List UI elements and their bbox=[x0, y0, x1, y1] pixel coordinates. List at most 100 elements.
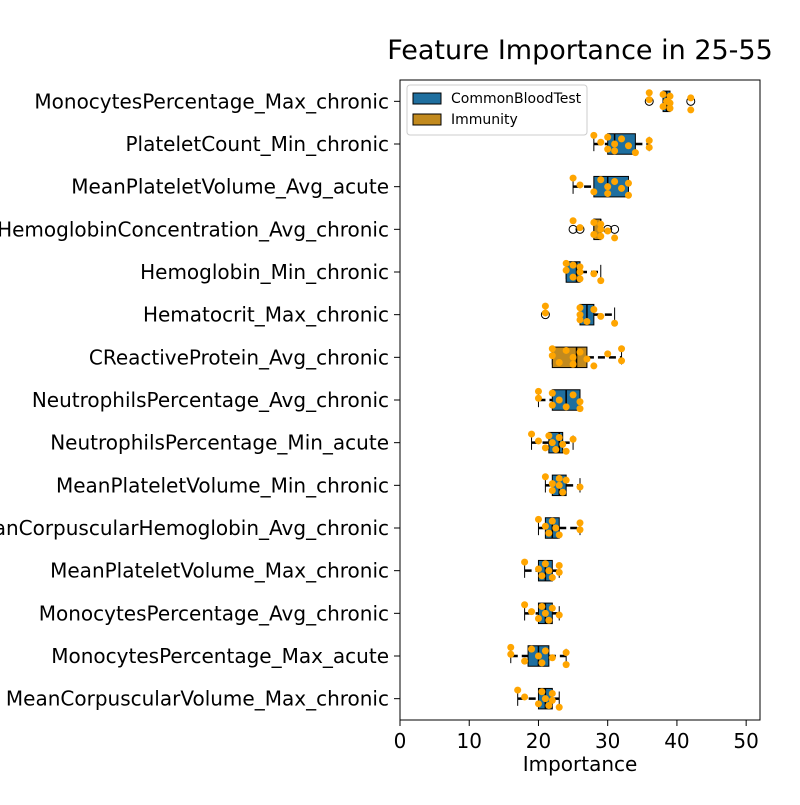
feature-label-hemoglobinconcentration-avg-chronic: HemoglobinConcentration_Avg_chronic bbox=[0, 217, 389, 241]
point-hemoglobinconcentration-avg-chronic-2 bbox=[590, 230, 598, 238]
point-meanplateletvolume-max-chronic-2 bbox=[538, 572, 546, 580]
point-meancorpuscularhemoglobin-avg-chronic-4 bbox=[552, 524, 560, 532]
point-meanplateletvolume-avg-acute-5 bbox=[604, 190, 612, 198]
point-meanplateletvolume-min-chronic-2 bbox=[548, 486, 556, 494]
feature-label-monocytespercentage-avg-chronic: MonocytesPercentage_Avg_chronic bbox=[39, 601, 389, 625]
point-plateletcount-min-chronic-8 bbox=[631, 149, 639, 157]
point-monocytespercentage-max-chronic-2 bbox=[659, 102, 667, 110]
point-meanplateletvolume-min-chronic-3 bbox=[555, 474, 563, 482]
point-meanplateletvolume-min-chronic-4 bbox=[555, 481, 563, 489]
point-monocytespercentage-max-acute-8 bbox=[562, 661, 570, 669]
point-neutrophilspercentage-avg-chronic-7 bbox=[576, 398, 584, 406]
point-monocytespercentage-max-acute-3 bbox=[528, 645, 536, 653]
point-monocytespercentage-max-chronic-1 bbox=[645, 96, 653, 104]
feature-label-plateletcount-min-chronic: PlateletCount_Min_chronic bbox=[125, 132, 389, 156]
point-hemoglobinconcentration-avg-chronic-1 bbox=[576, 224, 584, 232]
point-neutrophilspercentage-min-acute-5 bbox=[552, 446, 560, 454]
point-hematocrit-max-chronic-8 bbox=[611, 319, 619, 327]
point-hemoglobinconcentration-avg-chronic-8 bbox=[611, 234, 619, 242]
point-meancorpuscularvolume-max-chronic-3 bbox=[538, 688, 546, 696]
point-neutrophilspercentage-min-acute-1 bbox=[534, 437, 542, 445]
point-meanplateletvolume-avg-acute-1 bbox=[576, 181, 584, 189]
point-meancorpuscularvolume-max-chronic-8 bbox=[555, 703, 563, 711]
point-meanplateletvolume-min-chronic-0 bbox=[541, 473, 549, 481]
x-tick-label-10: 10 bbox=[457, 729, 482, 753]
point-plateletcount-min-chronic-0 bbox=[590, 131, 598, 139]
point-meancorpuscularhemoglobin-avg-chronic-2 bbox=[545, 529, 553, 537]
point-monocytespercentage-max-acute-5 bbox=[538, 659, 546, 667]
point-meanplateletvolume-max-chronic-6 bbox=[555, 562, 563, 570]
point-monocytespercentage-max-acute-0 bbox=[507, 643, 515, 651]
point-creactiveprotein-avg-chronic-10 bbox=[618, 357, 626, 365]
point-hemoglobin-min-chronic-2 bbox=[569, 273, 577, 281]
point-meanplateletvolume-avg-acute-2 bbox=[590, 188, 598, 196]
point-meancorpuscularvolume-max-chronic-1 bbox=[521, 693, 529, 701]
point-meanplateletvolume-max-chronic-5 bbox=[548, 574, 556, 582]
point-monocytespercentage-max-chronic-3 bbox=[659, 90, 667, 98]
point-meanplateletvolume-min-chronic-5 bbox=[559, 488, 567, 496]
point-neutrophilspercentage-min-acute-3 bbox=[545, 432, 553, 440]
point-meancorpuscularhemoglobin-avg-chronic-0 bbox=[534, 515, 542, 523]
point-meancorpuscularhemoglobin-avg-chronic-7 bbox=[576, 526, 584, 534]
point-hemoglobin-min-chronic-3 bbox=[569, 261, 577, 269]
point-neutrophilspercentage-avg-chronic-3 bbox=[548, 389, 556, 397]
point-hemoglobinconcentration-avg-chronic-7 bbox=[604, 227, 612, 235]
point-meancorpuscularhemoglobin-avg-chronic-5 bbox=[555, 531, 563, 539]
point-monocytespercentage-max-chronic-5 bbox=[666, 104, 674, 112]
point-plateletcount-min-chronic-9 bbox=[645, 137, 653, 145]
point-meanplateletvolume-min-chronic-7 bbox=[576, 483, 584, 491]
chart-title: Feature Importance in 25-55 bbox=[387, 35, 773, 66]
point-meancorpuscularhemoglobin-avg-chronic-6 bbox=[576, 519, 584, 527]
point-monocytespercentage-max-chronic-0 bbox=[645, 89, 653, 97]
point-monocytespercentage-max-acute-7 bbox=[548, 654, 556, 662]
point-meanplateletvolume-avg-acute-4 bbox=[604, 183, 612, 191]
point-plateletcount-min-chronic-1 bbox=[597, 138, 605, 146]
point-meanplateletvolume-max-chronic-1 bbox=[534, 565, 542, 573]
point-creactiveprotein-avg-chronic-0 bbox=[548, 345, 556, 353]
point-creactiveprotein-avg-chronic-5 bbox=[569, 360, 577, 368]
point-meancorpuscularhemoglobin-avg-chronic-3 bbox=[548, 517, 556, 525]
point-creactiveprotein-avg-chronic-2 bbox=[555, 358, 563, 366]
point-hemoglobin-min-chronic-8 bbox=[597, 277, 605, 285]
x-axis-title: Importance bbox=[523, 752, 638, 776]
point-monocytespercentage-max-chronic-7 bbox=[666, 99, 674, 107]
point-meanplateletvolume-min-chronic-6 bbox=[562, 476, 570, 484]
point-monocytespercentage-max-acute-2 bbox=[521, 657, 529, 665]
x-tick-label-20: 20 bbox=[526, 729, 551, 753]
point-hemoglobinconcentration-avg-chronic-4 bbox=[597, 225, 605, 233]
feature-label-meancorpuscularhemoglobin-avg-chronic: MeanCorpuscularHemoglobin_Avg_chronic bbox=[0, 516, 389, 540]
legend-swatch-commonbloodtest bbox=[412, 92, 442, 105]
legend: CommonBloodTest Immunity bbox=[406, 84, 588, 136]
point-meancorpuscularvolume-max-chronic-6 bbox=[548, 690, 556, 698]
point-hematocrit-max-chronic-3 bbox=[576, 304, 584, 312]
point-hematocrit-max-chronic-7 bbox=[597, 312, 605, 320]
x-tick-label-40: 40 bbox=[664, 729, 689, 753]
legend-swatch-immunity bbox=[412, 113, 442, 126]
point-neutrophilspercentage-avg-chronic-6 bbox=[569, 391, 577, 399]
point-hematocrit-max-chronic-6 bbox=[590, 306, 598, 314]
point-meanplateletvolume-max-chronic-0 bbox=[521, 558, 529, 566]
point-creactiveprotein-avg-chronic-6 bbox=[576, 348, 584, 356]
point-creactiveprotein-avg-chronic-7 bbox=[583, 355, 591, 363]
point-creactiveprotein-avg-chronic-8 bbox=[590, 362, 598, 370]
point-hematocrit-max-chronic-0 bbox=[541, 302, 549, 310]
point-meanplateletvolume-avg-acute-3 bbox=[597, 176, 605, 184]
point-neutrophilspercentage-min-acute-9 bbox=[569, 435, 577, 443]
point-monocytespercentage-avg-chronic-2 bbox=[534, 614, 542, 622]
point-monocytespercentage-max-acute-6 bbox=[541, 647, 549, 655]
x-tick-label-50: 50 bbox=[733, 729, 758, 753]
point-meancorpuscularvolume-max-chronic-5 bbox=[545, 702, 553, 710]
point-plateletcount-min-chronic-4 bbox=[611, 140, 619, 148]
point-neutrophilspercentage-avg-chronic-5 bbox=[562, 403, 570, 411]
legend-frame bbox=[406, 84, 588, 136]
point-plateletcount-min-chronic-7 bbox=[624, 142, 632, 150]
point-neutrophilspercentage-avg-chronic-4 bbox=[555, 396, 563, 404]
point-monocytespercentage-avg-chronic-4 bbox=[541, 609, 549, 617]
point-hemoglobinconcentration-avg-chronic-3 bbox=[590, 218, 598, 226]
point-creactiveprotein-avg-chronic-11 bbox=[618, 345, 626, 353]
point-meancorpuscularhemoglobin-avg-chronic-1 bbox=[541, 522, 549, 530]
point-hemoglobinconcentration-avg-chronic-5 bbox=[597, 232, 605, 240]
point-hematocrit-max-chronic-5 bbox=[583, 318, 591, 326]
plot-area: 0 10 20 30 40 50 MonocytesPercentage_Max_chron… bbox=[0, 79, 761, 753]
